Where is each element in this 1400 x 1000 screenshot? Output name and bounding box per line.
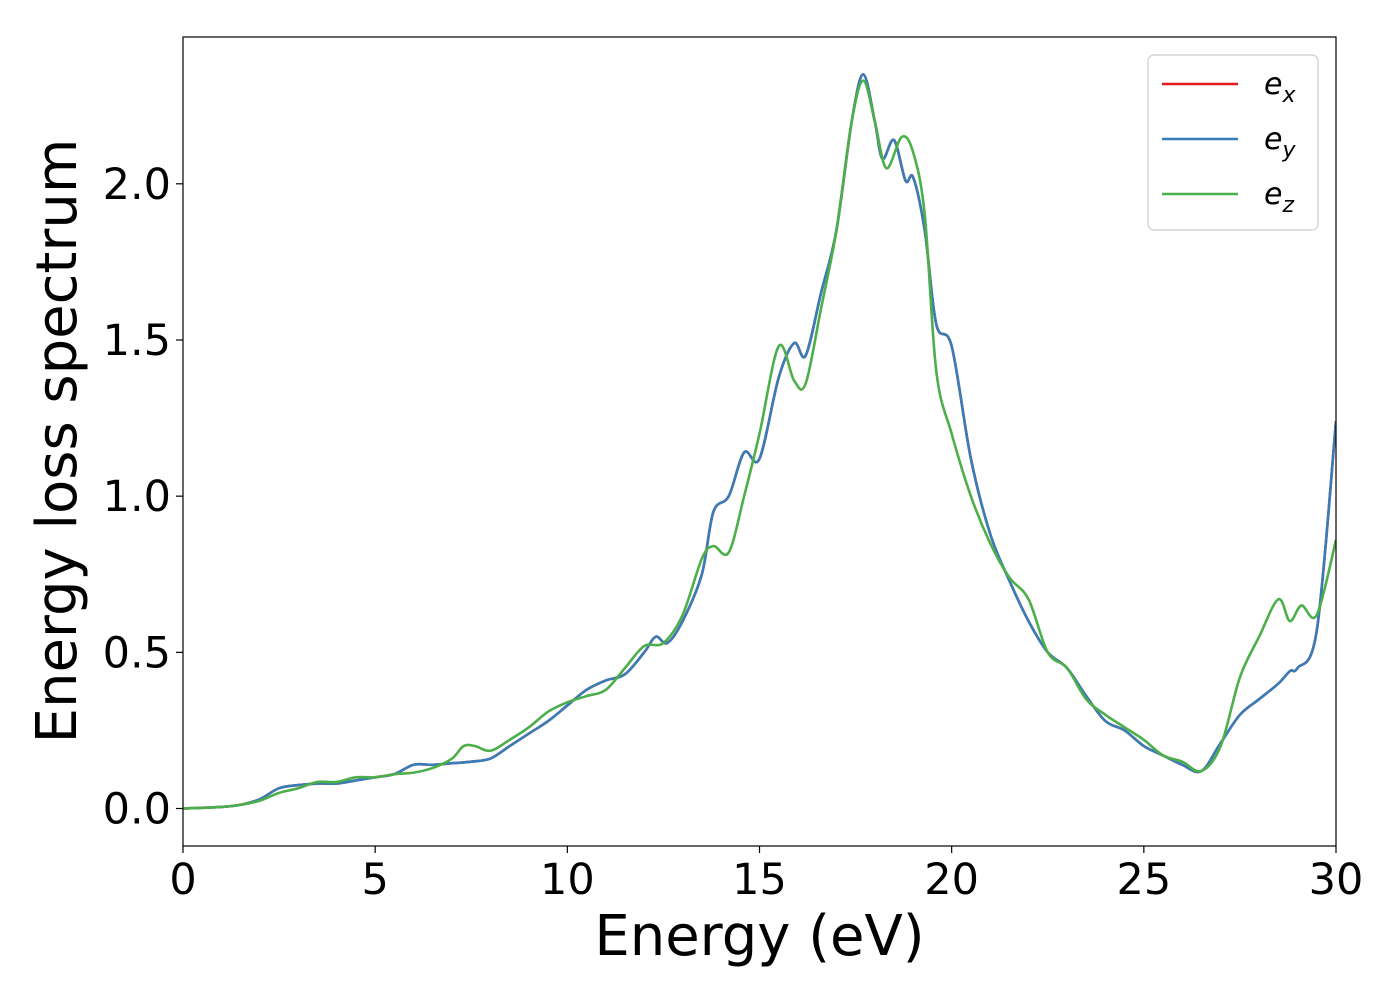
x-axis-label: Energy (eV) [594,904,924,969]
x-tick-label: 0 [169,855,196,905]
legend-label-sub: y [1281,138,1296,163]
legend-label-base: e [1264,122,1282,157]
y-tick-label: 1.5 [103,316,171,366]
y-tick-label: 2.0 [103,160,171,210]
y-tick-label: 0.0 [103,785,171,835]
y-axis-label: Energy loss spectrum [25,139,90,744]
x-tick-label: 30 [1309,855,1364,905]
x-tick-label: 10 [540,855,595,905]
series-line-e-z [183,79,1336,810]
y-tick-label: 0.5 [103,628,171,678]
legend-label-sub: z [1281,193,1294,218]
legend-label-sub: x [1281,83,1296,108]
series-layer [183,73,1336,810]
legend-label: ey [1264,122,1296,163]
legend-label: ez [1264,177,1294,218]
x-axis: 0 5 10 15 20 25 30 [169,846,1363,905]
x-tick-label: 15 [732,855,787,905]
legend-label-base: e [1264,67,1282,102]
legend-label-base: e [1264,177,1282,212]
series-line-e-y [183,73,1336,810]
y-tick-label: 1.0 [103,472,171,522]
y-axis: 0.0 0.5 1.0 1.5 2.0 [103,160,183,835]
legend-item-e-y: ey [1162,122,1296,163]
legend-item-e-z: ez [1162,177,1294,218]
legend-item-e-x: ex [1162,67,1296,108]
legend-label: ex [1264,67,1296,108]
x-tick-label: 20 [924,855,979,905]
x-tick-label: 25 [1116,855,1171,905]
legend-box [1147,54,1319,231]
x-tick-label: 5 [361,855,388,905]
